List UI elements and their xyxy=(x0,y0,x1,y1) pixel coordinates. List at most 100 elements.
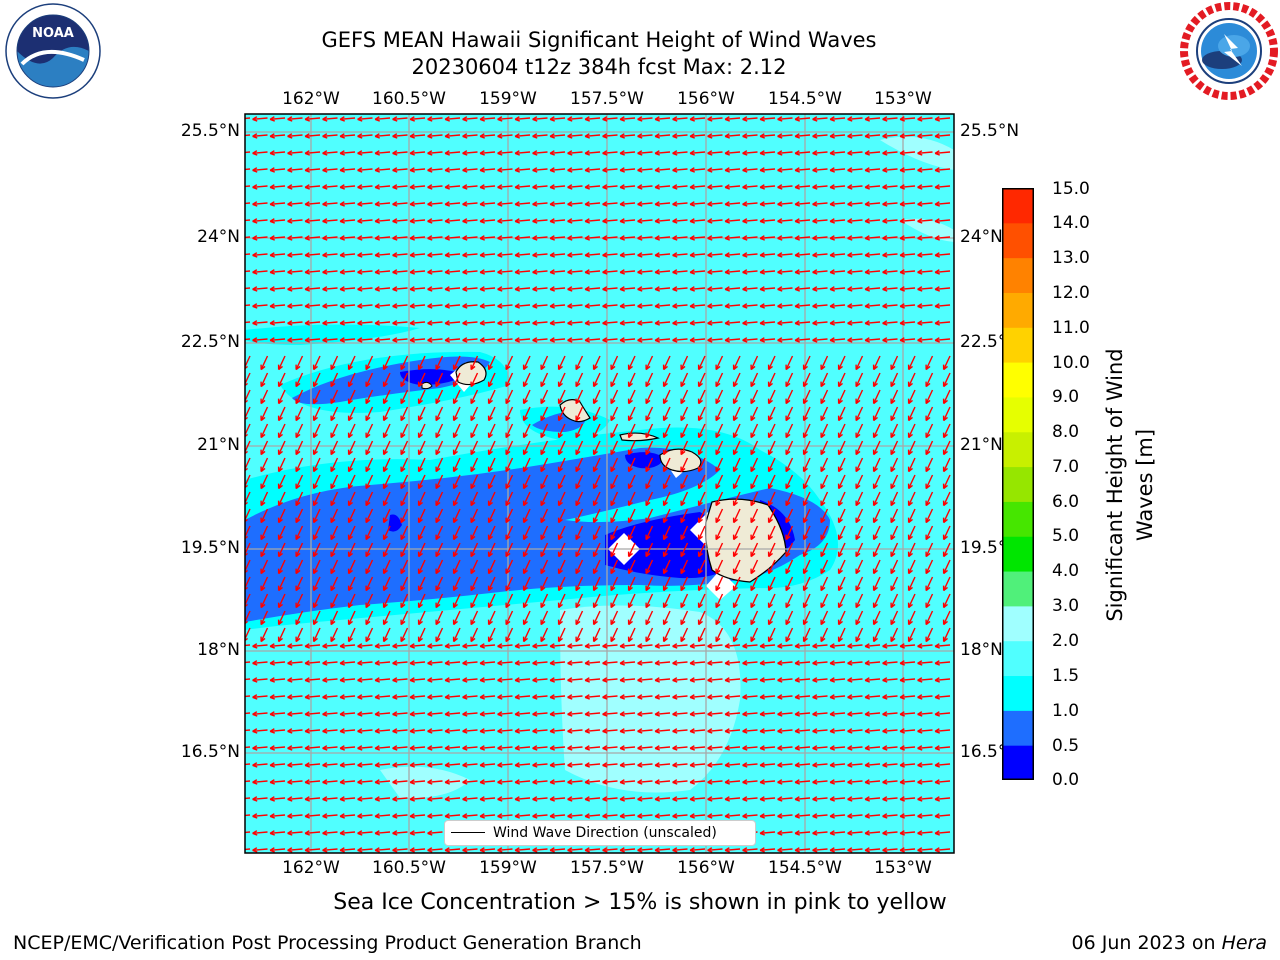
wind-wave-arrow xyxy=(829,151,846,155)
wind-wave-arrow xyxy=(497,763,513,767)
wind-wave-arrowhead xyxy=(637,286,643,292)
wind-wave-arrow xyxy=(768,593,776,608)
wind-wave-arrow xyxy=(689,729,706,733)
wind-wave-arrowhead xyxy=(487,415,493,422)
wind-wave-arrow xyxy=(698,423,706,438)
wind-wave-arrow xyxy=(654,304,671,308)
wind-wave-arrow xyxy=(908,610,916,625)
wind-wave-arrowhead xyxy=(400,568,406,575)
wind-wave-arrowhead xyxy=(322,116,328,122)
wind-wave-arrow xyxy=(829,185,846,189)
wind-wave-arrowhead xyxy=(392,830,398,836)
wind-wave-arrowhead xyxy=(829,830,835,836)
wind-wave-arrow xyxy=(514,848,531,852)
wind-wave-arrow xyxy=(304,219,321,223)
wind-wave-arrowhead xyxy=(382,619,388,626)
wind-wave-arrow xyxy=(400,559,409,574)
wind-wave-arrow xyxy=(899,831,916,835)
wind-wave-arrowhead xyxy=(602,235,608,241)
wind-wave-arrow xyxy=(654,695,671,699)
wind-wave-arrow xyxy=(357,151,373,155)
wind-wave-arrowhead xyxy=(942,517,948,524)
wind-wave-arrow xyxy=(794,780,811,784)
wind-wave-arrow xyxy=(514,763,531,767)
wind-wave-arrowhead xyxy=(567,218,573,224)
wind-wave-arrowhead xyxy=(567,847,573,853)
wind-wave-arrow xyxy=(427,780,443,784)
wind-wave-arrowhead xyxy=(759,201,765,207)
wind-wave-arrowhead xyxy=(890,619,896,626)
wind-wave-arrowhead xyxy=(697,534,703,541)
wind-wave-arrowhead xyxy=(269,694,275,700)
wind-wave-arrowhead xyxy=(252,660,258,666)
wind-wave-arrowhead xyxy=(627,500,633,507)
wind-wave-arrowhead xyxy=(602,167,608,173)
kauai-island xyxy=(455,361,487,386)
wind-wave-arrow xyxy=(322,270,338,274)
wind-wave-arrowhead xyxy=(750,364,756,371)
wind-wave-arrowhead xyxy=(479,779,485,785)
wind-wave-arrow xyxy=(882,134,898,138)
wind-wave-arrowhead xyxy=(820,466,826,473)
wind-wave-arrowhead xyxy=(689,201,695,207)
wind-wave-arrowhead xyxy=(847,337,853,343)
wind-wave-arrowhead xyxy=(505,364,511,371)
wind-wave-arrow xyxy=(768,474,776,489)
wind-wave-arrowhead xyxy=(610,517,616,524)
wind-wave-arrowhead xyxy=(847,218,853,224)
wind-wave-arrowhead xyxy=(357,694,363,700)
wind-wave-arrow xyxy=(453,508,461,523)
wind-wave-arrow xyxy=(514,270,531,274)
wind-wave-arrow xyxy=(435,491,444,506)
wind-wave-arrow xyxy=(295,389,304,404)
wind-wave-arrowhead xyxy=(724,201,730,207)
wind-wave-arrowhead xyxy=(487,568,493,575)
wind-wave-arrowhead xyxy=(235,270,240,274)
wind-wave-arrowhead xyxy=(417,381,423,388)
wind-wave-arrow xyxy=(444,168,461,172)
wind-wave-arrowhead xyxy=(707,218,713,224)
wind-wave-arrow xyxy=(304,712,321,716)
wind-wave-arrow xyxy=(610,457,619,472)
wind-wave-arrowhead xyxy=(917,218,923,224)
colorbar-segment xyxy=(1002,745,1034,780)
wind-wave-arrowhead xyxy=(540,466,546,473)
wind-wave-arrow xyxy=(882,117,898,121)
wind-wave-arrowhead xyxy=(532,677,538,683)
wind-wave-arrow xyxy=(339,236,356,240)
wind-wave-arrow xyxy=(523,423,531,438)
wind-wave-arrowhead xyxy=(462,269,468,275)
wind-wave-arrowhead xyxy=(724,269,730,275)
wind-wave-arrow xyxy=(628,389,636,404)
wind-wave-arrow xyxy=(908,559,916,574)
wind-wave-arrowhead xyxy=(732,483,738,490)
wind-wave-arrowhead xyxy=(742,813,748,819)
wind-wave-arrow xyxy=(409,338,426,342)
wind-wave-arrowhead xyxy=(837,517,843,524)
wind-wave-arrowhead xyxy=(540,585,546,592)
wind-wave-arrow xyxy=(899,661,916,665)
wind-wave-arrowhead xyxy=(462,694,468,700)
wind-wave-arrow xyxy=(278,355,286,370)
wind-wave-arrow xyxy=(470,423,479,438)
wind-wave-arrowhead xyxy=(304,116,310,122)
wind-wave-arrowhead xyxy=(382,483,388,490)
wind-wave-arrowhead xyxy=(759,320,765,326)
wind-wave-arrowhead xyxy=(392,269,398,275)
wind-wave-arrowhead xyxy=(872,364,878,371)
wind-wave-arrowhead xyxy=(794,150,800,156)
wind-wave-arrowhead xyxy=(637,167,643,173)
wind-wave-arrowhead xyxy=(374,303,380,309)
wind-wave-arrow xyxy=(330,491,339,506)
wind-wave-arrow xyxy=(820,474,829,489)
wind-wave-arrow xyxy=(260,559,269,574)
wind-wave-arrowhead xyxy=(777,813,783,819)
wind-wave-arrow xyxy=(672,780,688,784)
wind-wave-arrow xyxy=(453,627,461,642)
wind-wave-arrowhead xyxy=(820,483,826,490)
wind-wave-arrow xyxy=(715,559,724,574)
wind-wave-arrow xyxy=(278,559,286,574)
wind-wave-arrow xyxy=(304,661,321,665)
wind-wave-arrow xyxy=(672,695,688,699)
wind-wave-arrowhead xyxy=(392,286,398,292)
